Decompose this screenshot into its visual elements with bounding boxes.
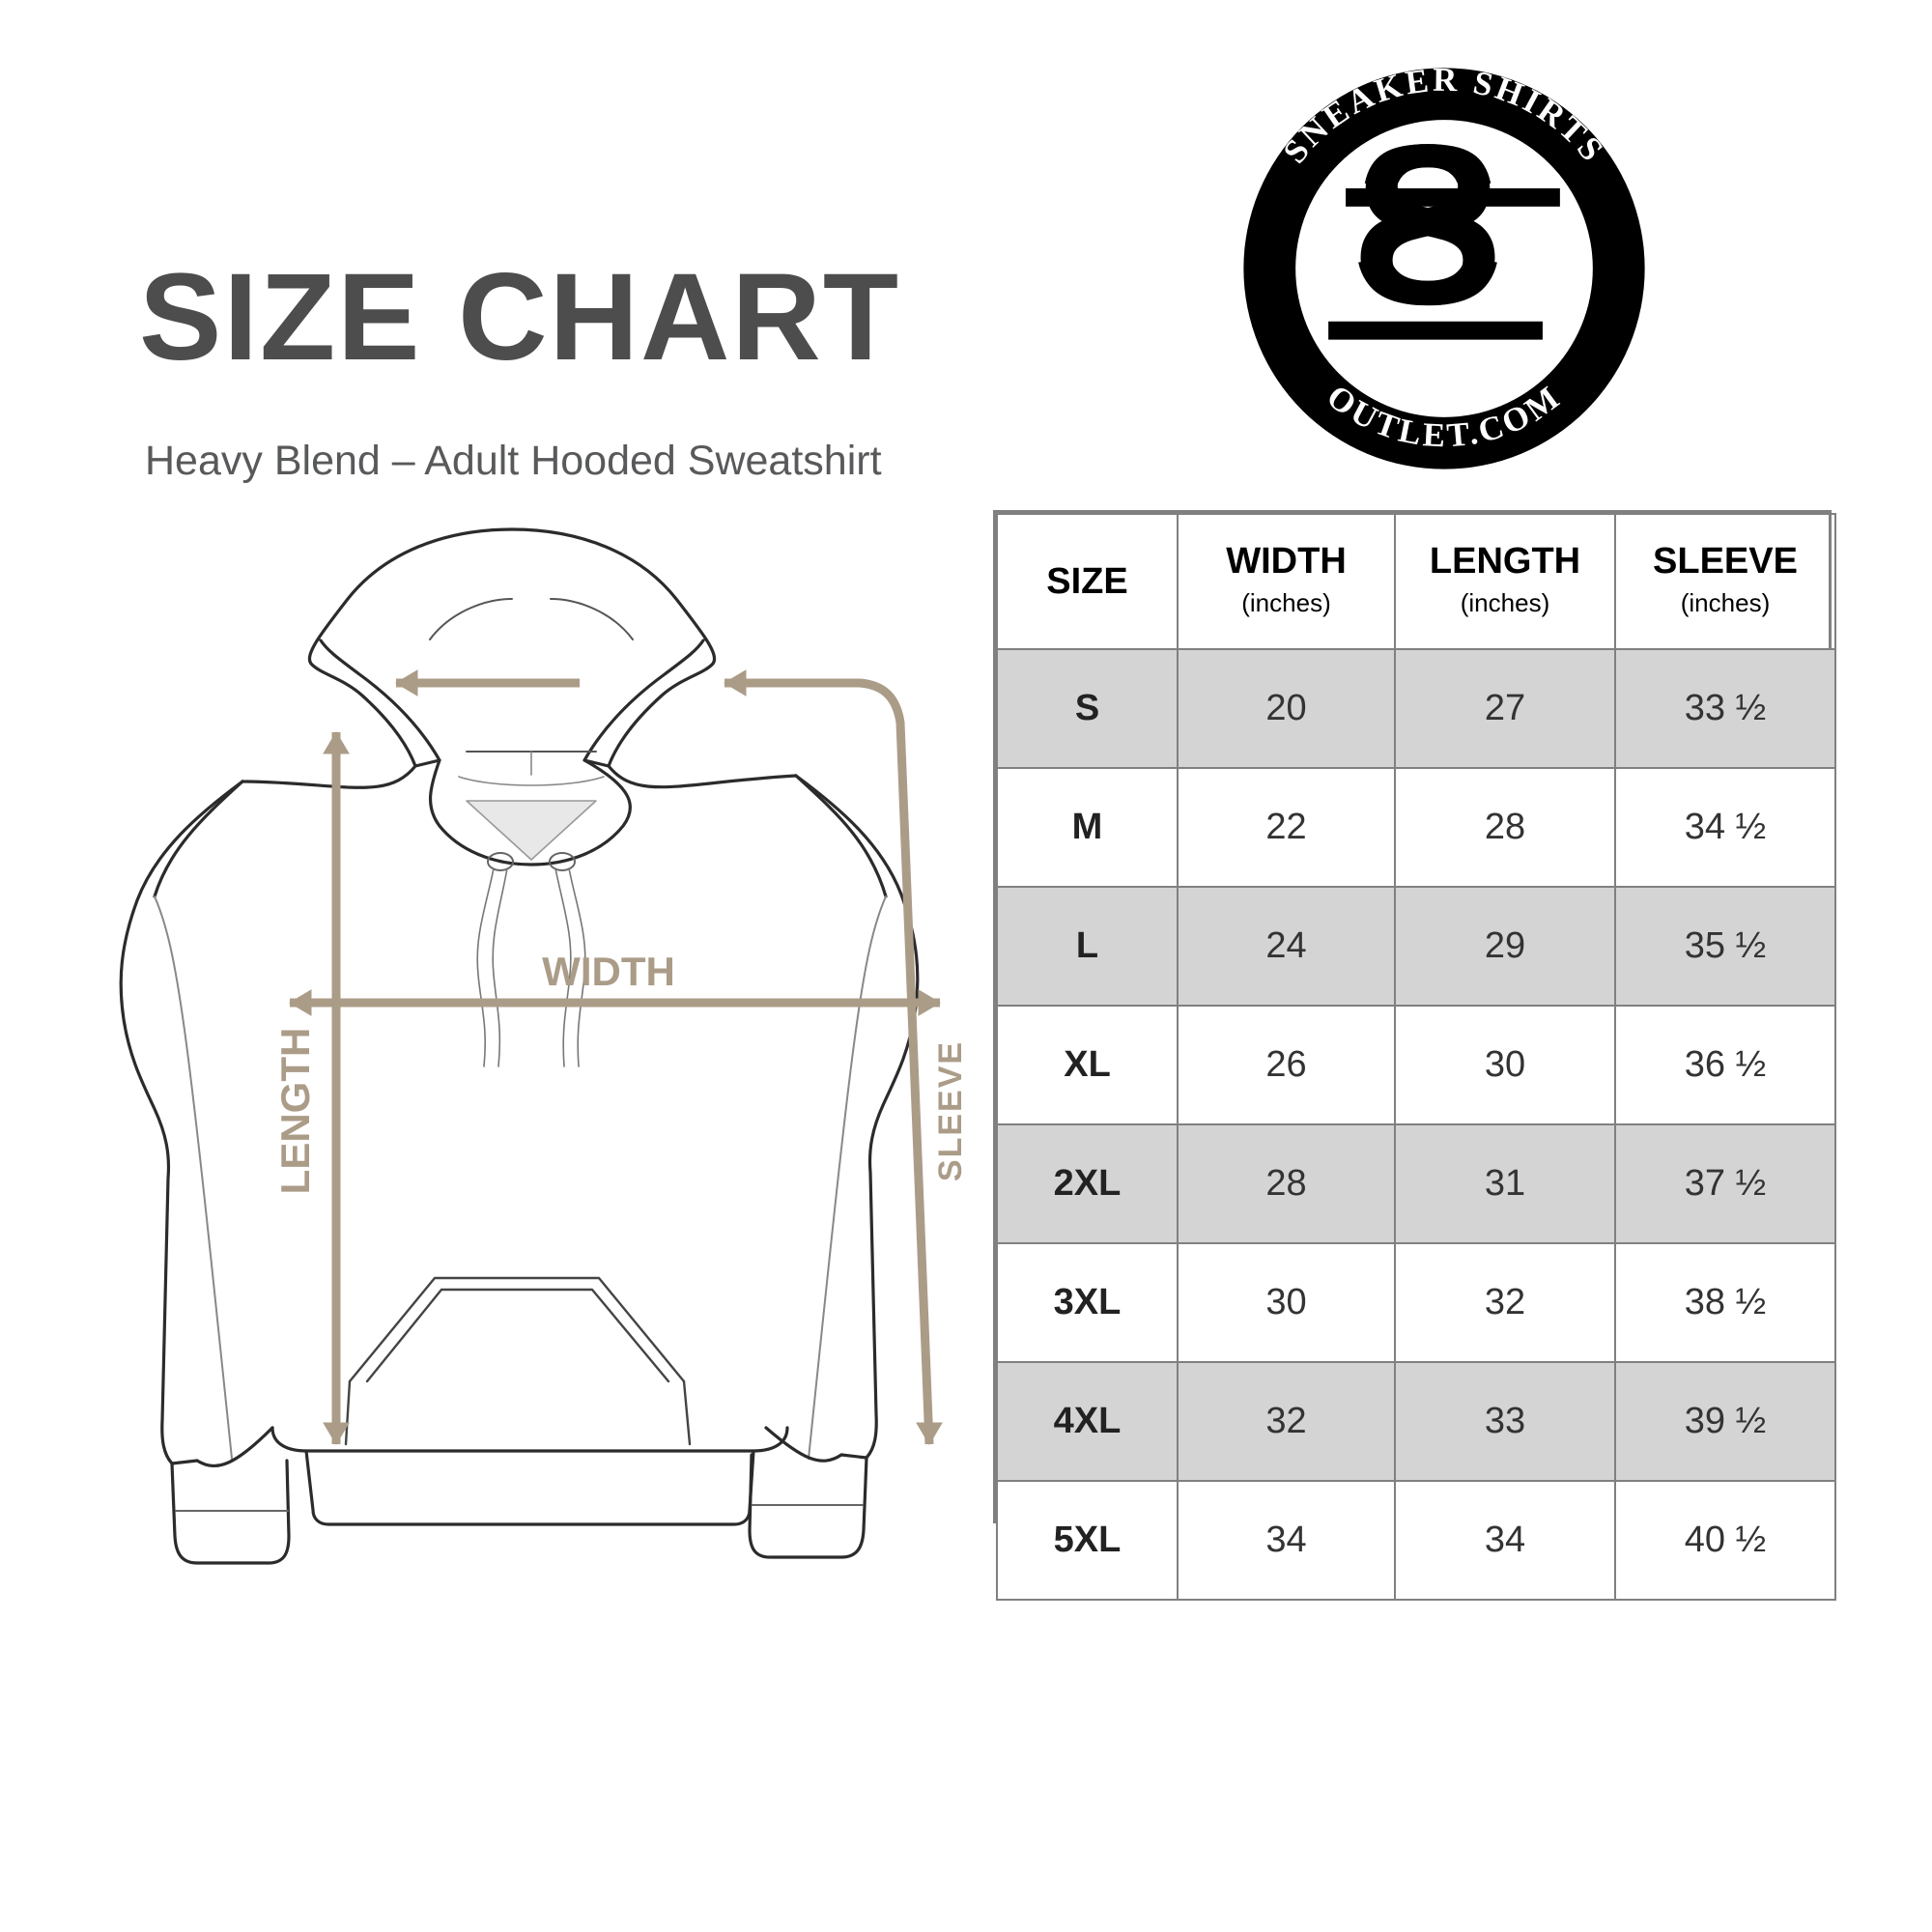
svg-text:WIDTH: WIDTH <box>542 949 675 994</box>
svg-text:SLEEVE: SLEEVE <box>932 1040 966 1181</box>
svg-text:S: S <box>1351 98 1503 353</box>
svg-text:LENGTH: LENGTH <box>272 1028 318 1195</box>
